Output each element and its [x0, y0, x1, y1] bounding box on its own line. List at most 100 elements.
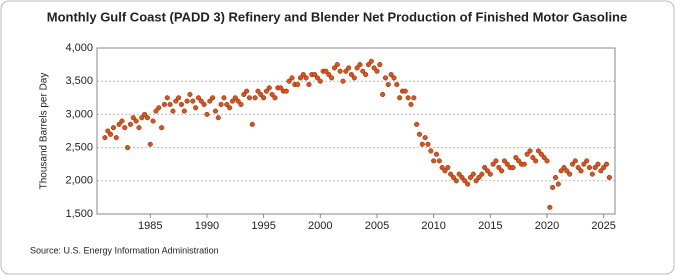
data-point	[504, 161, 510, 167]
data-point	[156, 105, 162, 111]
data-point	[102, 135, 108, 141]
data-point	[453, 178, 459, 184]
data-point	[198, 98, 204, 104]
y-tick-label: 1,500	[65, 208, 93, 220]
data-point	[272, 95, 278, 101]
data-point	[195, 95, 201, 101]
data-point	[340, 78, 346, 84]
data-point	[603, 161, 610, 167]
data-point	[589, 171, 595, 177]
data-point	[527, 148, 533, 154]
data-point	[295, 81, 301, 88]
data-point	[317, 78, 323, 84]
data-point	[207, 98, 213, 104]
source: Source: U.S. Energy Information Administ…	[30, 245, 219, 255]
x-tick-label: 2025	[591, 220, 615, 232]
x-tick-label: 1995	[251, 220, 275, 232]
data-point	[419, 141, 425, 147]
data-point	[394, 81, 400, 88]
data-point	[360, 68, 366, 74]
data-point	[255, 88, 261, 94]
data-point	[425, 141, 431, 147]
data-point	[300, 72, 306, 78]
data-point	[193, 105, 199, 111]
data-point	[501, 158, 508, 164]
data-point	[377, 62, 383, 68]
data-point	[127, 121, 133, 127]
data-point	[487, 171, 493, 177]
data-point	[184, 98, 190, 104]
y-tick-label: 3,000	[65, 108, 93, 120]
data-point	[346, 65, 352, 71]
data-point	[385, 81, 391, 88]
data-point	[167, 101, 173, 107]
data-point	[178, 101, 184, 107]
data-point	[306, 81, 312, 88]
data-point	[215, 115, 221, 121]
data-point	[116, 121, 122, 127]
data-point	[357, 62, 363, 68]
data-point	[337, 68, 343, 74]
data-point	[490, 161, 496, 167]
data-point	[303, 75, 309, 81]
data-point	[575, 164, 581, 171]
data-point	[530, 155, 536, 161]
y-tick-label: 4,000	[65, 42, 93, 54]
data-point	[130, 115, 136, 121]
data-point	[408, 101, 414, 107]
plot-border	[96, 47, 616, 215]
data-point	[125, 145, 131, 151]
data-point	[147, 141, 153, 147]
data-point	[159, 125, 165, 131]
data-point	[224, 101, 230, 107]
data-point	[572, 158, 578, 164]
data-point	[343, 68, 349, 74]
data-point	[122, 125, 128, 131]
data-point	[110, 125, 116, 131]
data-point	[595, 161, 601, 167]
x-tick-label: 2005	[365, 220, 389, 232]
x-tick-label: 2010	[421, 220, 445, 232]
data-point	[433, 151, 440, 157]
data-point	[581, 161, 587, 167]
data-point	[524, 151, 530, 157]
data-point	[252, 95, 258, 101]
data-point	[312, 72, 318, 78]
data-point	[569, 161, 576, 167]
data-point	[161, 101, 167, 107]
data-point	[561, 164, 567, 171]
y-tick-label: 2,000	[65, 175, 93, 187]
data-point	[538, 151, 544, 157]
data-point	[555, 181, 561, 187]
data-point	[402, 88, 408, 94]
data-point	[210, 95, 216, 101]
data-point	[586, 164, 593, 171]
data-point	[450, 174, 457, 181]
data-point	[510, 164, 516, 171]
data-point	[411, 95, 417, 101]
data-point	[278, 85, 284, 91]
data-point	[119, 118, 125, 124]
y-axis-label: Thousand Barrels per Day	[39, 73, 50, 190]
data-point	[229, 98, 236, 104]
data-point	[170, 108, 176, 114]
data-point	[204, 111, 210, 117]
data-point	[269, 91, 275, 98]
x-tick-label: 1990	[195, 220, 219, 232]
data-point	[436, 158, 442, 164]
data-point	[541, 155, 547, 161]
data-point	[535, 148, 542, 154]
data-point	[521, 161, 527, 167]
data-point	[499, 168, 505, 174]
data-point	[108, 131, 114, 137]
data-point	[329, 75, 335, 81]
data-point	[365, 62, 372, 68]
data-point	[314, 75, 321, 81]
data-point	[363, 72, 369, 78]
data-point	[584, 158, 590, 164]
data-point	[113, 135, 119, 141]
data-point	[212, 108, 218, 114]
y-tick-label: 2,500	[65, 142, 93, 154]
data-point	[456, 171, 462, 177]
